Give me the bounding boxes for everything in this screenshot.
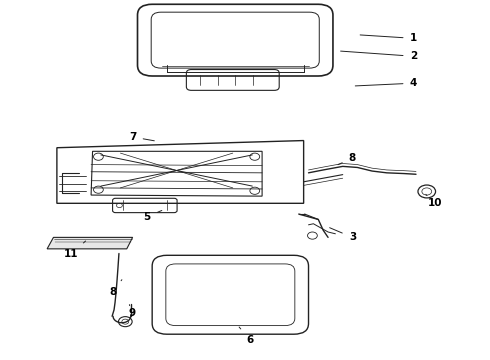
Polygon shape (47, 237, 133, 249)
Text: 8: 8 (338, 153, 356, 165)
Text: 4: 4 (355, 78, 417, 88)
Text: 2: 2 (341, 51, 417, 61)
Text: 7: 7 (129, 132, 154, 142)
Text: 9: 9 (128, 305, 135, 318)
Text: 10: 10 (426, 194, 442, 208)
Text: 8: 8 (109, 280, 122, 297)
Text: 6: 6 (239, 327, 253, 345)
Text: 1: 1 (360, 33, 417, 43)
Text: 3: 3 (330, 228, 356, 242)
Text: 11: 11 (64, 241, 86, 258)
Text: 5: 5 (144, 211, 162, 221)
